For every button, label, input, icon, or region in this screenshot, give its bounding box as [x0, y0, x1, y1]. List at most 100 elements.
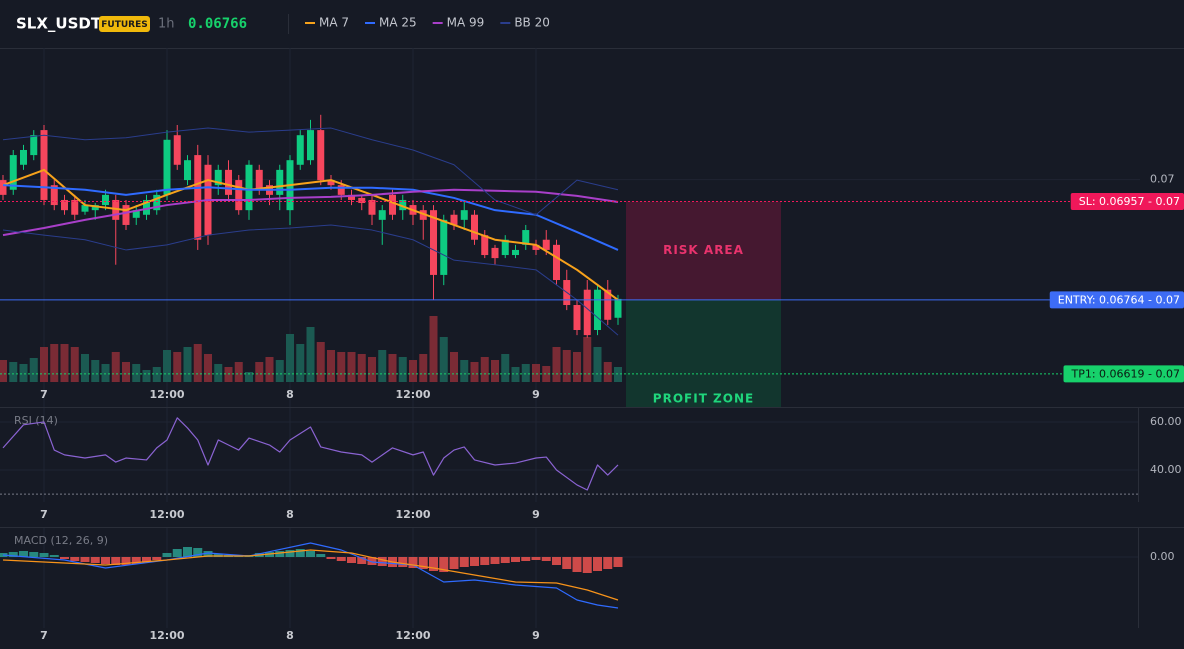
- volume-bar: [316, 342, 325, 382]
- volume-bar: [132, 364, 141, 382]
- volume-bar: [40, 347, 48, 382]
- candle-body: [594, 289, 601, 330]
- volume-bar: [573, 352, 581, 382]
- histogram-bar: [521, 557, 531, 561]
- volume-bar: [521, 364, 530, 382]
- histogram-bar: [511, 557, 520, 562]
- histogram-bar: [193, 548, 203, 557]
- candle-body: [173, 135, 181, 165]
- volume-bar: [480, 357, 489, 382]
- volume-bar: [50, 344, 59, 382]
- candle-body: [81, 205, 89, 212]
- volume-bar: [532, 364, 540, 382]
- zone: [626, 201, 781, 300]
- panel-title: RSI (14): [14, 414, 58, 427]
- histogram-bar: [500, 557, 510, 563]
- candle-body: [91, 205, 99, 211]
- candle-body: [501, 239, 509, 256]
- candle-body: [348, 194, 355, 200]
- volume-bar: [91, 360, 100, 382]
- candle-body: [132, 210, 140, 218]
- volume-bar: [152, 367, 161, 382]
- volume-bar: [439, 337, 448, 382]
- volume-bar: [214, 364, 223, 382]
- histogram-bar: [131, 557, 141, 564]
- x-tick-label: 12:00: [395, 388, 430, 401]
- volume-bar: [614, 367, 622, 382]
- candle-body: [296, 135, 304, 165]
- histogram-bar: [306, 551, 315, 557]
- candle-body: [512, 249, 519, 256]
- level-tag: ENTRY: 0.06764 - 0.07: [1058, 293, 1180, 306]
- candle-body: [471, 214, 478, 240]
- candle-body: [440, 219, 448, 275]
- candle-body: [61, 199, 68, 211]
- band-lower: [2, 224, 619, 336]
- histogram-bar: [49, 555, 59, 557]
- volume-bar: [398, 357, 407, 382]
- candle-body: [553, 244, 560, 281]
- histogram-bar: [142, 557, 151, 562]
- candle-body: [225, 169, 232, 195]
- volume-bar: [409, 360, 417, 382]
- histogram-bar: [316, 554, 326, 557]
- histogram-bar: [490, 557, 500, 564]
- series-line: [2, 188, 619, 237]
- volume-bar: [265, 357, 274, 382]
- volume-bar: [368, 357, 376, 382]
- volume-bar: [501, 354, 510, 382]
- candle-body: [419, 210, 427, 220]
- histogram-bar: [439, 557, 449, 572]
- histogram-bar: [572, 557, 582, 572]
- volume-bar: [327, 350, 335, 382]
- legend: MA 7 MA 25 MA 99 BB 20: [305, 16, 550, 30]
- candle-body: [235, 180, 243, 211]
- candle-body: [9, 155, 17, 190]
- volume-bar: [552, 347, 561, 382]
- candle-body: [163, 139, 171, 195]
- histogram-bar: [367, 557, 377, 565]
- histogram-bar: [183, 547, 192, 557]
- y-tick-label: 40.00: [1150, 463, 1182, 476]
- candle-body: [337, 185, 345, 195]
- series-line: [2, 417, 619, 491]
- candle-body: [307, 130, 314, 161]
- candle-body: [30, 135, 38, 156]
- volume-bar: [81, 354, 89, 382]
- histogram-bar: [111, 557, 121, 565]
- volume-bar: [388, 354, 397, 382]
- volume-bar: [460, 360, 469, 382]
- histogram-bar: [336, 557, 346, 561]
- volume-bar: [357, 354, 366, 382]
- histogram-bar: [459, 557, 469, 567]
- x-tick-label: 7: [40, 508, 48, 521]
- candle-body: [112, 199, 120, 220]
- candle-body: [583, 289, 591, 336]
- histogram-bar: [275, 551, 285, 557]
- histogram-bar: [398, 557, 408, 567]
- candle-body: [255, 169, 263, 190]
- histogram-bar: [101, 557, 110, 564]
- x-tick-label: 12:00: [149, 388, 184, 401]
- histogram-bar: [593, 557, 602, 571]
- panel-title: MACD (12, 26, 9): [14, 534, 108, 547]
- volume-bar: [224, 367, 233, 382]
- level-tag-bg: [1070, 192, 1184, 210]
- x-tick-label: 8: [286, 388, 294, 401]
- candle-body: [532, 244, 540, 250]
- histogram-bar: [172, 549, 182, 557]
- histogram-bar: [531, 557, 541, 560]
- volume-bar: [255, 362, 264, 382]
- histogram-bar: [19, 551, 28, 557]
- candle-body: [573, 305, 581, 330]
- x-tick-label: 9: [532, 629, 540, 642]
- candle-body: [20, 149, 27, 165]
- candle-body: [604, 289, 612, 320]
- histogram-bar: [162, 553, 172, 557]
- histogram-bar: [347, 557, 356, 563]
- zone-label: RISK AREA: [663, 243, 744, 257]
- volume-bar: [19, 364, 28, 382]
- volume-bar: [275, 360, 284, 382]
- histogram-bar: [152, 557, 162, 560]
